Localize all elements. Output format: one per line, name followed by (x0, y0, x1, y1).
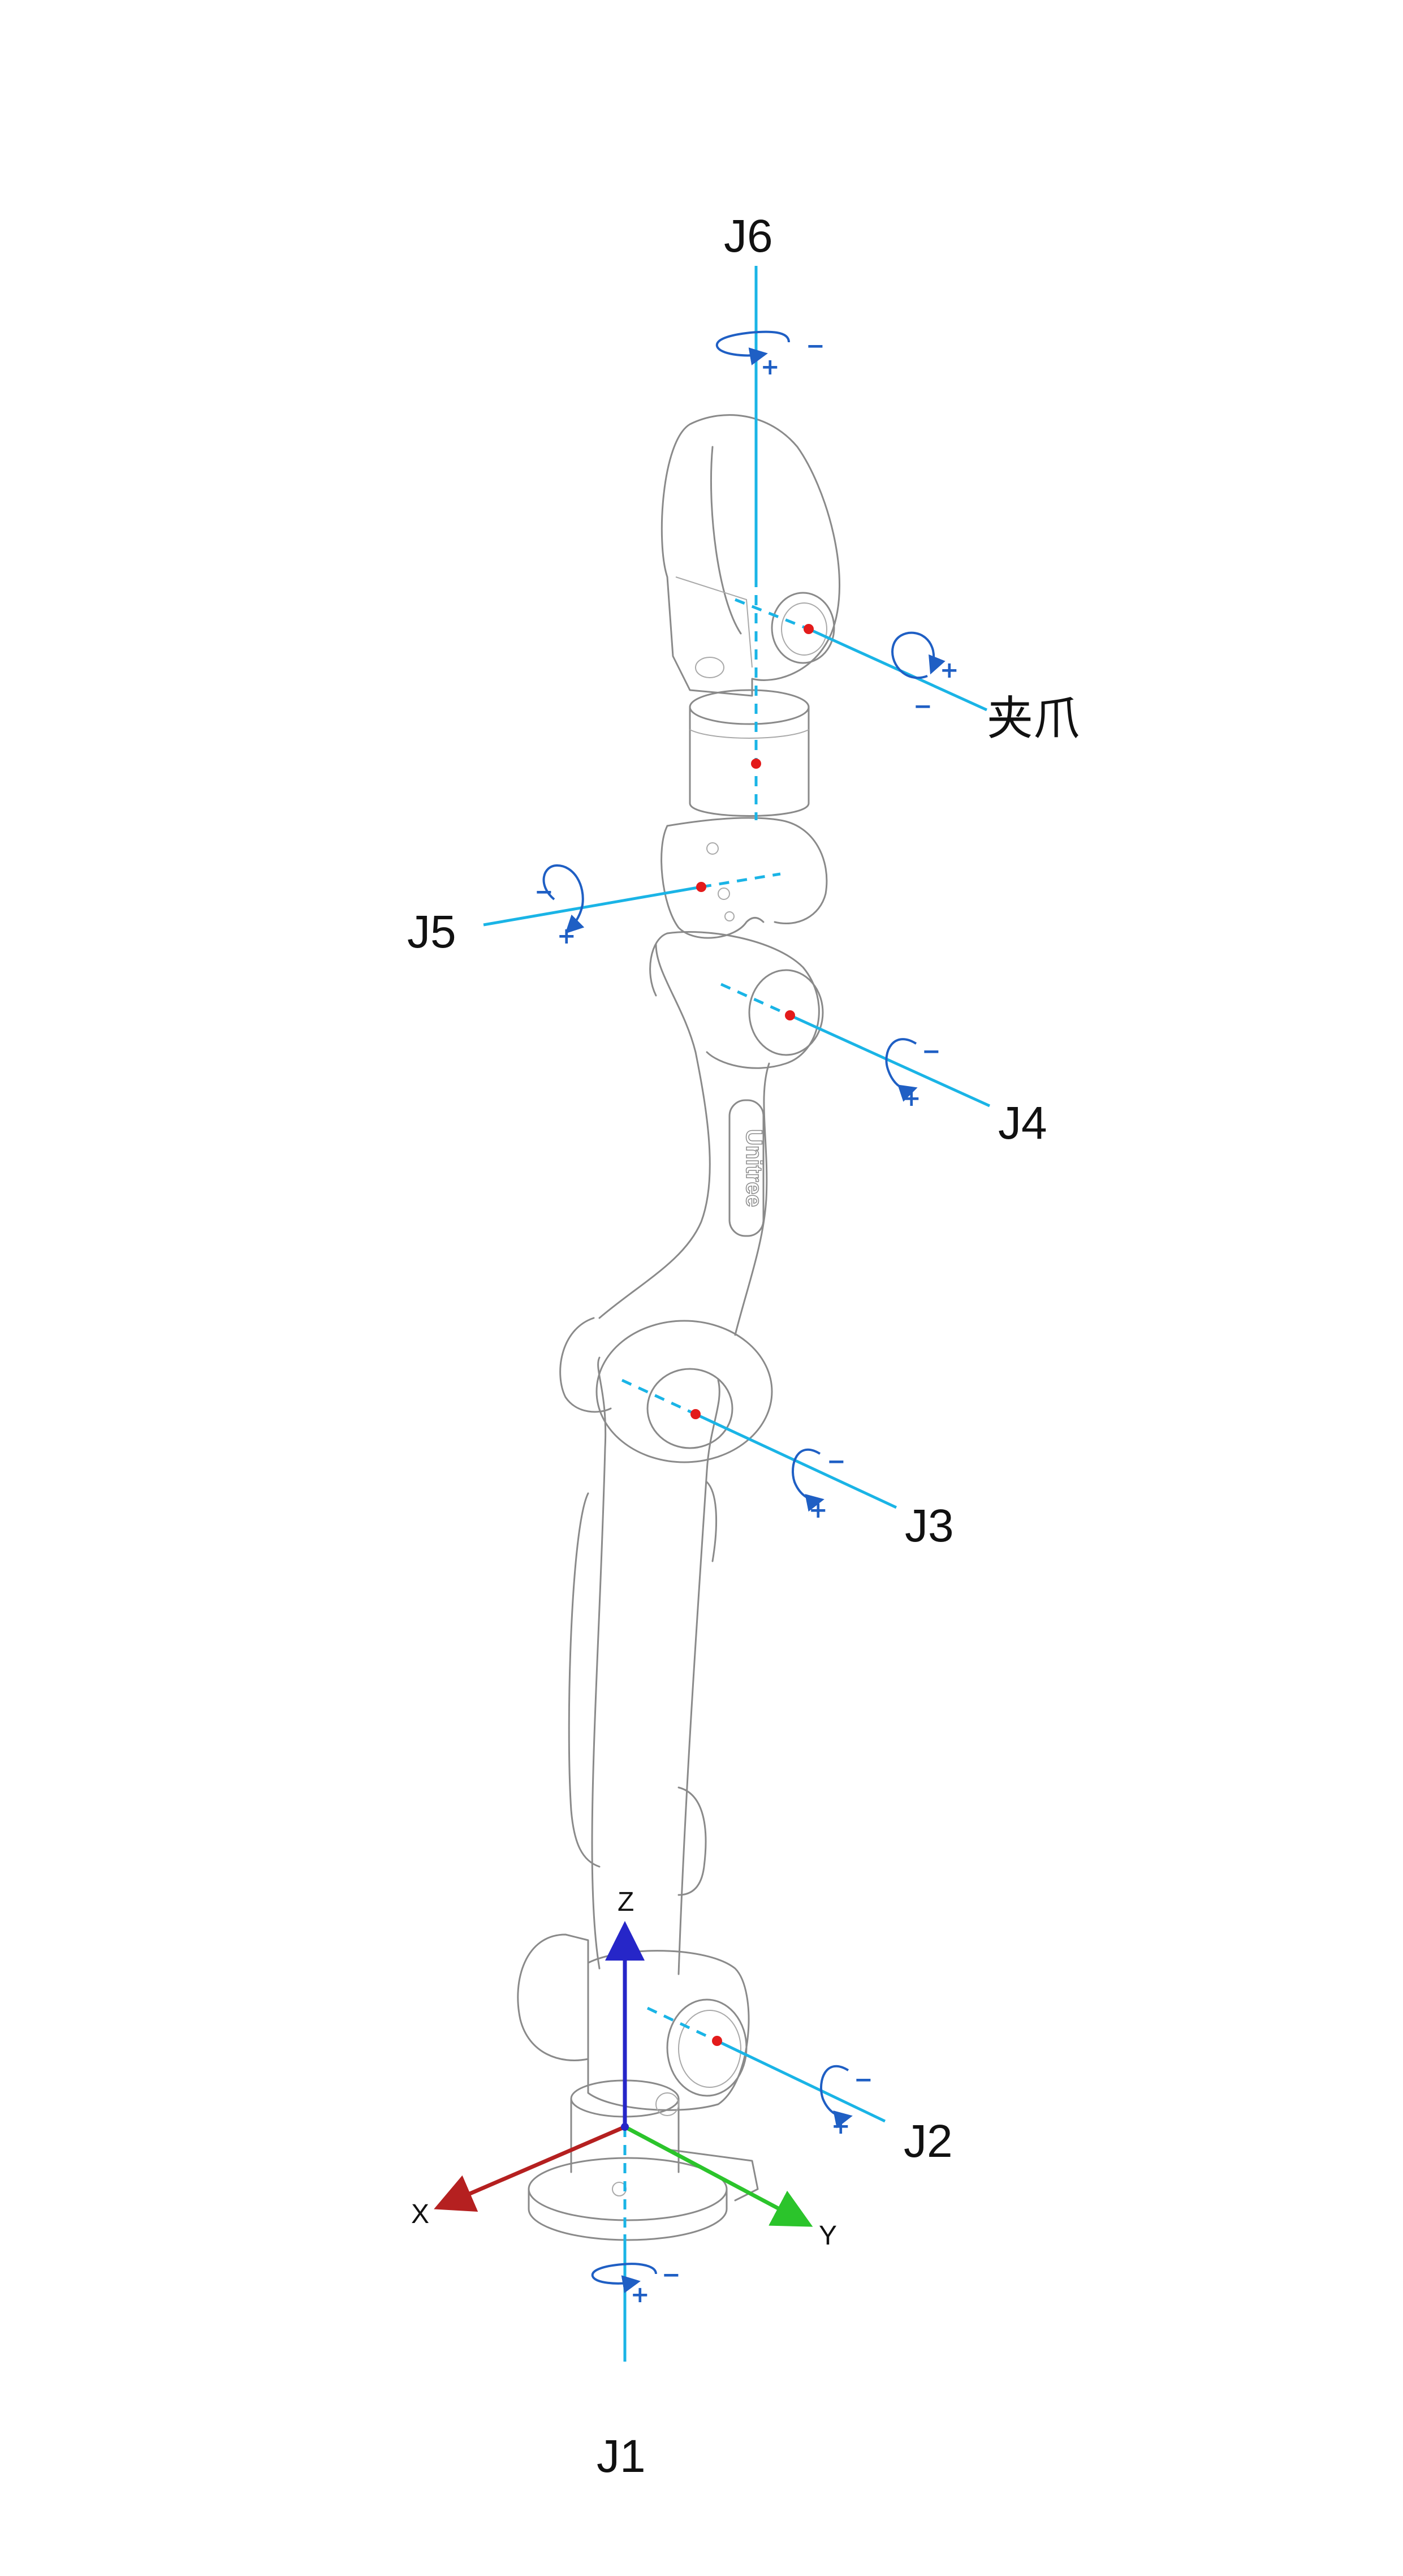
joint-labels: J6 夹爪 J5 J4 J3 J2 J1 (407, 210, 1080, 2482)
j5-rotation-icon: − + (534, 864, 585, 949)
j4-joint-center (785, 1010, 795, 1020)
j1-positive-sign: + (631, 2282, 650, 2308)
gripper-housing (661, 414, 841, 697)
joint-axes (483, 266, 991, 2362)
j3-positive-sign: + (809, 1497, 828, 1523)
j4-axis-dashed (720, 983, 791, 1017)
j5-joint-center (696, 882, 706, 892)
j3-negative-sign: − (827, 1449, 846, 1475)
y-axis-label: Y (819, 2221, 837, 2251)
j3-axis-line (694, 1412, 897, 1509)
j1-negative-sign: − (662, 2262, 681, 2288)
j2-label: J2 (904, 2116, 953, 2167)
gripper-rotation-icon: + − (891, 631, 959, 720)
upper-arm-link (568, 1356, 720, 1975)
j6-positive-sign: + (761, 354, 780, 380)
j3-label: J3 (905, 1500, 954, 1552)
x-axis-arrow (434, 2125, 626, 2212)
j6-joint-center (751, 759, 761, 769)
j6-negative-sign: − (806, 333, 825, 359)
j4-label: J4 (998, 1097, 1047, 1149)
j2-rotation-icon: − + (820, 2065, 873, 2139)
j5-axis-line (483, 885, 702, 927)
j6-rotation-icon: − + (715, 330, 825, 380)
coordinate-frame: X Y Z (411, 1887, 837, 2251)
base-flange (528, 2079, 759, 2241)
y-axis-arrow (624, 2125, 813, 2227)
j5-negative-sign: − (534, 879, 554, 905)
wrist3-cylinder (689, 689, 810, 817)
j2-axis-line (716, 2039, 886, 2123)
x-axis-label: X (411, 2199, 429, 2229)
j3-rotation-icon: − + (792, 1448, 846, 1523)
j5-axis-dashed (701, 872, 781, 889)
elbow-housing (559, 1317, 773, 1463)
gripper-axis-dashed (735, 598, 809, 631)
forearm-link: Unitree (598, 944, 770, 1336)
gripper-negative-sign: − (913, 693, 933, 720)
shoulder-housing (517, 1933, 750, 2116)
j2-joint-center (712, 2036, 722, 2046)
gripper-axis-line (808, 627, 988, 712)
j4-positive-sign: + (902, 1085, 921, 1112)
rotation-indicators: − + + − − + − + − + − + (534, 330, 959, 2308)
j3-axis-dashed (621, 1379, 697, 1416)
unitree-logo: Unitree (741, 1129, 766, 1207)
j1-rotation-icon: − + (591, 2262, 681, 2308)
gripper-label: 夹爪 (987, 693, 1080, 744)
j2-axis-dashed (646, 2006, 718, 2043)
j3-joint-center (690, 1409, 701, 1419)
j1-label: J1 (597, 2431, 646, 2482)
j5-positive-sign: + (557, 923, 576, 949)
wrist1-housing (649, 931, 824, 1069)
z-axis-label: Z (618, 1887, 634, 1917)
robot-arm-outline: Unitree (517, 414, 841, 2241)
j5-label: J5 (407, 906, 456, 958)
wrist2-housing (661, 817, 828, 939)
j6-label: J6 (724, 210, 773, 262)
j4-axis-line (789, 1014, 991, 1108)
j2-positive-sign: + (831, 2113, 851, 2139)
j4-negative-sign: − (922, 1039, 941, 1065)
origin-point (621, 2123, 629, 2131)
gripper-positive-sign: + (940, 657, 959, 683)
j4-rotation-icon: − + (885, 1038, 941, 1112)
j2-negative-sign: − (854, 2067, 873, 2093)
gripper-joint-center (804, 624, 814, 634)
